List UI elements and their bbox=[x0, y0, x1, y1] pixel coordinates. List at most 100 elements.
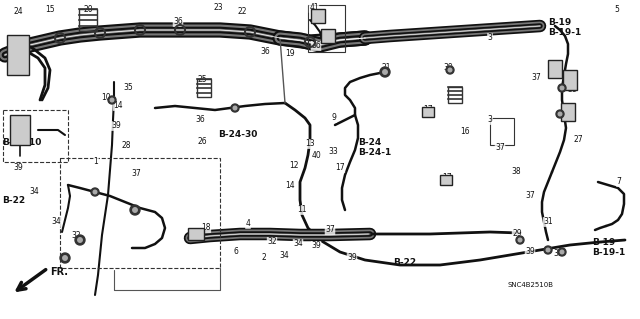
Circle shape bbox=[380, 67, 390, 77]
Text: 14: 14 bbox=[113, 101, 123, 110]
Text: 12: 12 bbox=[289, 161, 299, 170]
Text: 10: 10 bbox=[101, 93, 111, 102]
Text: 21: 21 bbox=[563, 108, 573, 116]
Text: 3: 3 bbox=[488, 115, 492, 124]
Text: 34: 34 bbox=[293, 240, 303, 249]
Bar bbox=[561, 103, 575, 121]
Text: 14: 14 bbox=[285, 182, 295, 190]
Bar bbox=[3, 110, 68, 162]
Circle shape bbox=[110, 98, 114, 102]
Bar bbox=[490, 118, 514, 145]
Text: 22: 22 bbox=[237, 8, 247, 17]
Circle shape bbox=[446, 66, 454, 74]
Circle shape bbox=[518, 238, 522, 242]
Text: 36: 36 bbox=[173, 18, 183, 26]
Circle shape bbox=[60, 253, 70, 263]
Circle shape bbox=[91, 188, 99, 196]
Bar bbox=[448, 87, 462, 103]
Text: 13: 13 bbox=[305, 139, 315, 149]
Text: 21: 21 bbox=[381, 63, 391, 72]
Text: 34: 34 bbox=[29, 188, 39, 197]
Text: 3: 3 bbox=[488, 33, 492, 42]
Text: 35: 35 bbox=[123, 84, 133, 93]
Text: 5: 5 bbox=[614, 5, 620, 14]
Bar bbox=[321, 29, 335, 43]
Text: B-19
B-19-1: B-19 B-19-1 bbox=[592, 238, 625, 257]
Text: 36: 36 bbox=[260, 48, 270, 56]
Bar bbox=[311, 9, 325, 23]
Text: 37: 37 bbox=[495, 144, 505, 152]
Text: 37: 37 bbox=[325, 226, 335, 234]
Text: 17: 17 bbox=[442, 174, 452, 182]
Circle shape bbox=[75, 235, 85, 245]
Text: 24: 24 bbox=[13, 8, 23, 17]
Text: 18: 18 bbox=[201, 224, 211, 233]
Text: 36: 36 bbox=[195, 115, 205, 124]
Circle shape bbox=[233, 106, 237, 110]
Bar bbox=[10, 115, 30, 145]
Text: 34: 34 bbox=[51, 218, 61, 226]
Text: 15: 15 bbox=[45, 5, 55, 14]
Bar bbox=[563, 70, 577, 90]
Text: 37: 37 bbox=[131, 169, 141, 179]
Text: 41: 41 bbox=[309, 4, 319, 12]
Circle shape bbox=[448, 68, 452, 72]
Circle shape bbox=[560, 86, 564, 90]
Text: 39: 39 bbox=[553, 249, 563, 258]
Text: 39: 39 bbox=[347, 254, 357, 263]
Text: 39: 39 bbox=[443, 63, 453, 72]
Text: SNC4B2510B: SNC4B2510B bbox=[507, 282, 553, 288]
Text: 11: 11 bbox=[297, 205, 307, 214]
Text: 8: 8 bbox=[20, 68, 24, 77]
Text: 38: 38 bbox=[567, 85, 577, 94]
Text: B-24-30: B-24-30 bbox=[218, 130, 257, 139]
Text: B-24
B-24-1: B-24 B-24-1 bbox=[358, 138, 391, 157]
Text: 19: 19 bbox=[285, 49, 295, 58]
Text: 33: 33 bbox=[328, 147, 338, 157]
Text: 39: 39 bbox=[311, 241, 321, 250]
Bar bbox=[308, 5, 345, 52]
Text: 7: 7 bbox=[616, 177, 621, 187]
Circle shape bbox=[77, 238, 83, 242]
Text: 17: 17 bbox=[423, 106, 433, 115]
Text: 37: 37 bbox=[531, 73, 541, 83]
Text: 34: 34 bbox=[279, 251, 289, 261]
Bar bbox=[7, 35, 29, 75]
Circle shape bbox=[556, 110, 564, 118]
Text: 36: 36 bbox=[311, 41, 321, 50]
Circle shape bbox=[108, 96, 116, 104]
Bar bbox=[548, 60, 562, 78]
Text: 28: 28 bbox=[121, 142, 131, 151]
Text: 39: 39 bbox=[111, 122, 121, 130]
Text: 20: 20 bbox=[83, 5, 93, 14]
Text: 38: 38 bbox=[511, 167, 521, 176]
Text: 1: 1 bbox=[93, 158, 99, 167]
Text: 26: 26 bbox=[197, 137, 207, 146]
Circle shape bbox=[558, 112, 562, 116]
Bar bbox=[440, 175, 452, 185]
Text: 25: 25 bbox=[197, 76, 207, 85]
Circle shape bbox=[546, 248, 550, 252]
Text: 32: 32 bbox=[71, 232, 81, 241]
Text: 32: 32 bbox=[267, 238, 277, 247]
Text: B-22: B-22 bbox=[393, 258, 416, 267]
Circle shape bbox=[558, 248, 566, 256]
Circle shape bbox=[93, 190, 97, 194]
Circle shape bbox=[231, 104, 239, 112]
Text: 17: 17 bbox=[335, 164, 345, 173]
Bar bbox=[79, 9, 97, 31]
Text: 2: 2 bbox=[262, 254, 266, 263]
Text: B-24-10: B-24-10 bbox=[2, 138, 42, 147]
Text: 40: 40 bbox=[311, 152, 321, 160]
Bar bbox=[188, 228, 204, 240]
Text: 30: 30 bbox=[550, 63, 560, 72]
Text: 29: 29 bbox=[512, 229, 522, 239]
Circle shape bbox=[558, 84, 566, 92]
Circle shape bbox=[544, 246, 552, 254]
Bar bbox=[60, 158, 220, 268]
Text: 6: 6 bbox=[234, 248, 239, 256]
Circle shape bbox=[560, 250, 564, 254]
Text: 39: 39 bbox=[13, 164, 23, 173]
Text: 9: 9 bbox=[332, 114, 337, 122]
Text: 37: 37 bbox=[525, 191, 535, 201]
